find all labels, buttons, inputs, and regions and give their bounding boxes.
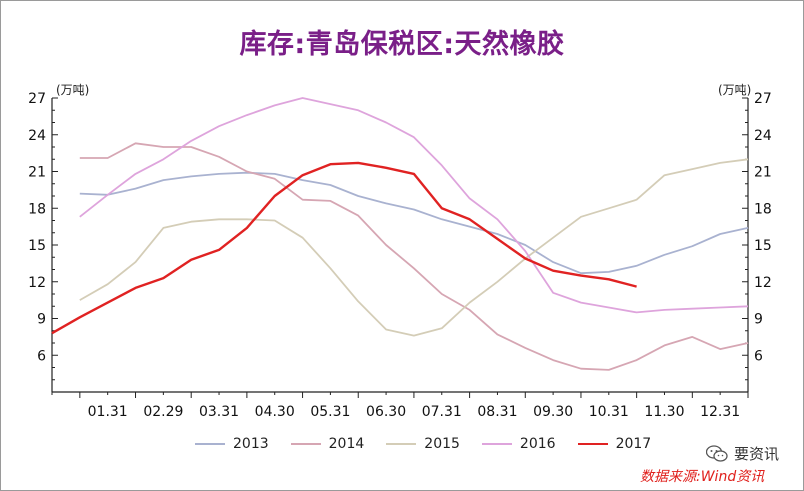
left-y-tick-label: 24 bbox=[28, 128, 46, 144]
left-y-tick-label: 27 bbox=[28, 91, 46, 107]
x-tick-label: 08.31 bbox=[477, 404, 517, 420]
right-y-tick-label: 15 bbox=[754, 238, 772, 254]
data-source: 数据来源:Wind资讯 bbox=[640, 469, 765, 485]
x-tick-label: 04.30 bbox=[255, 404, 295, 420]
x-tick-label: 02.29 bbox=[143, 404, 183, 420]
x-tick-label: 06.30 bbox=[366, 404, 406, 420]
left-y-tick-label: 21 bbox=[28, 165, 46, 181]
wechat-badge: 要资讯 bbox=[705, 443, 780, 464]
series-line-2013 bbox=[79, 171, 749, 275]
legend-swatch bbox=[577, 443, 608, 445]
axes: 6 6 9 9 12 12 15 15 18 18 21 21 24 24 27 27 01.31 02.29 03… bbox=[28, 91, 772, 420]
series-line-2014 bbox=[79, 142, 749, 371]
right-y-tick-label: 9 bbox=[754, 312, 763, 328]
left-y-tick-label: 9 bbox=[37, 312, 46, 328]
legend-swatch bbox=[290, 443, 321, 445]
legend-item-2017: 2017 bbox=[577, 436, 652, 452]
x-tick-label: 09.30 bbox=[533, 404, 573, 420]
right-y-tick-label: 24 bbox=[754, 128, 772, 144]
account-name: 要资讯 bbox=[734, 445, 780, 463]
legend-item-2015: 2015 bbox=[386, 436, 460, 452]
legend-label: 2015 bbox=[424, 436, 460, 452]
x-tick-label: 01.31 bbox=[88, 404, 128, 420]
legend: 2013 2014 2015 2016 2017 bbox=[195, 434, 673, 454]
legend-swatch bbox=[386, 443, 417, 445]
x-tick-label: 07.31 bbox=[422, 404, 462, 420]
wechat-icon bbox=[705, 444, 728, 463]
x-tick-label: 11.30 bbox=[644, 404, 684, 420]
series-line-2016 bbox=[79, 97, 749, 314]
right-y-tick-label: 6 bbox=[754, 348, 763, 364]
legend-swatch bbox=[481, 443, 512, 445]
right-unit-label: (万吨) bbox=[718, 83, 751, 97]
left-y-tick-label: 6 bbox=[37, 348, 46, 364]
left-y-tick-label: 12 bbox=[28, 275, 46, 291]
left-y-tick-label: 15 bbox=[28, 238, 46, 254]
x-tick-label: 03.31 bbox=[199, 404, 239, 420]
right-y-tick-label: 12 bbox=[754, 275, 772, 291]
x-tick-label: 12.31 bbox=[700, 404, 740, 420]
left-y-tick-label: 18 bbox=[28, 201, 46, 217]
x-tick-label: 05.31 bbox=[310, 404, 350, 420]
right-y-tick-label: 27 bbox=[754, 91, 772, 107]
legend-item-2013: 2013 bbox=[195, 436, 269, 452]
right-y-tick-label: 21 bbox=[754, 165, 772, 181]
right-y-tick-label: 18 bbox=[754, 201, 772, 217]
series-layer bbox=[51, 97, 749, 371]
chart-title: 库存:青岛保税区:天然橡胶 bbox=[239, 29, 565, 60]
legend-label: 2016 bbox=[519, 436, 556, 452]
legend-label: 2017 bbox=[615, 436, 652, 452]
series-line-2015 bbox=[79, 158, 749, 337]
left-unit-label: (万吨) bbox=[56, 83, 89, 97]
x-tick-label: 10.31 bbox=[589, 404, 629, 420]
series-line-2017 bbox=[51, 161, 637, 335]
legend-item-2014: 2014 bbox=[290, 436, 365, 452]
legend-label: 2014 bbox=[328, 436, 365, 452]
legend-swatch bbox=[195, 443, 225, 445]
legend-item-2016: 2016 bbox=[481, 436, 556, 452]
legend-label: 2013 bbox=[233, 436, 269, 452]
